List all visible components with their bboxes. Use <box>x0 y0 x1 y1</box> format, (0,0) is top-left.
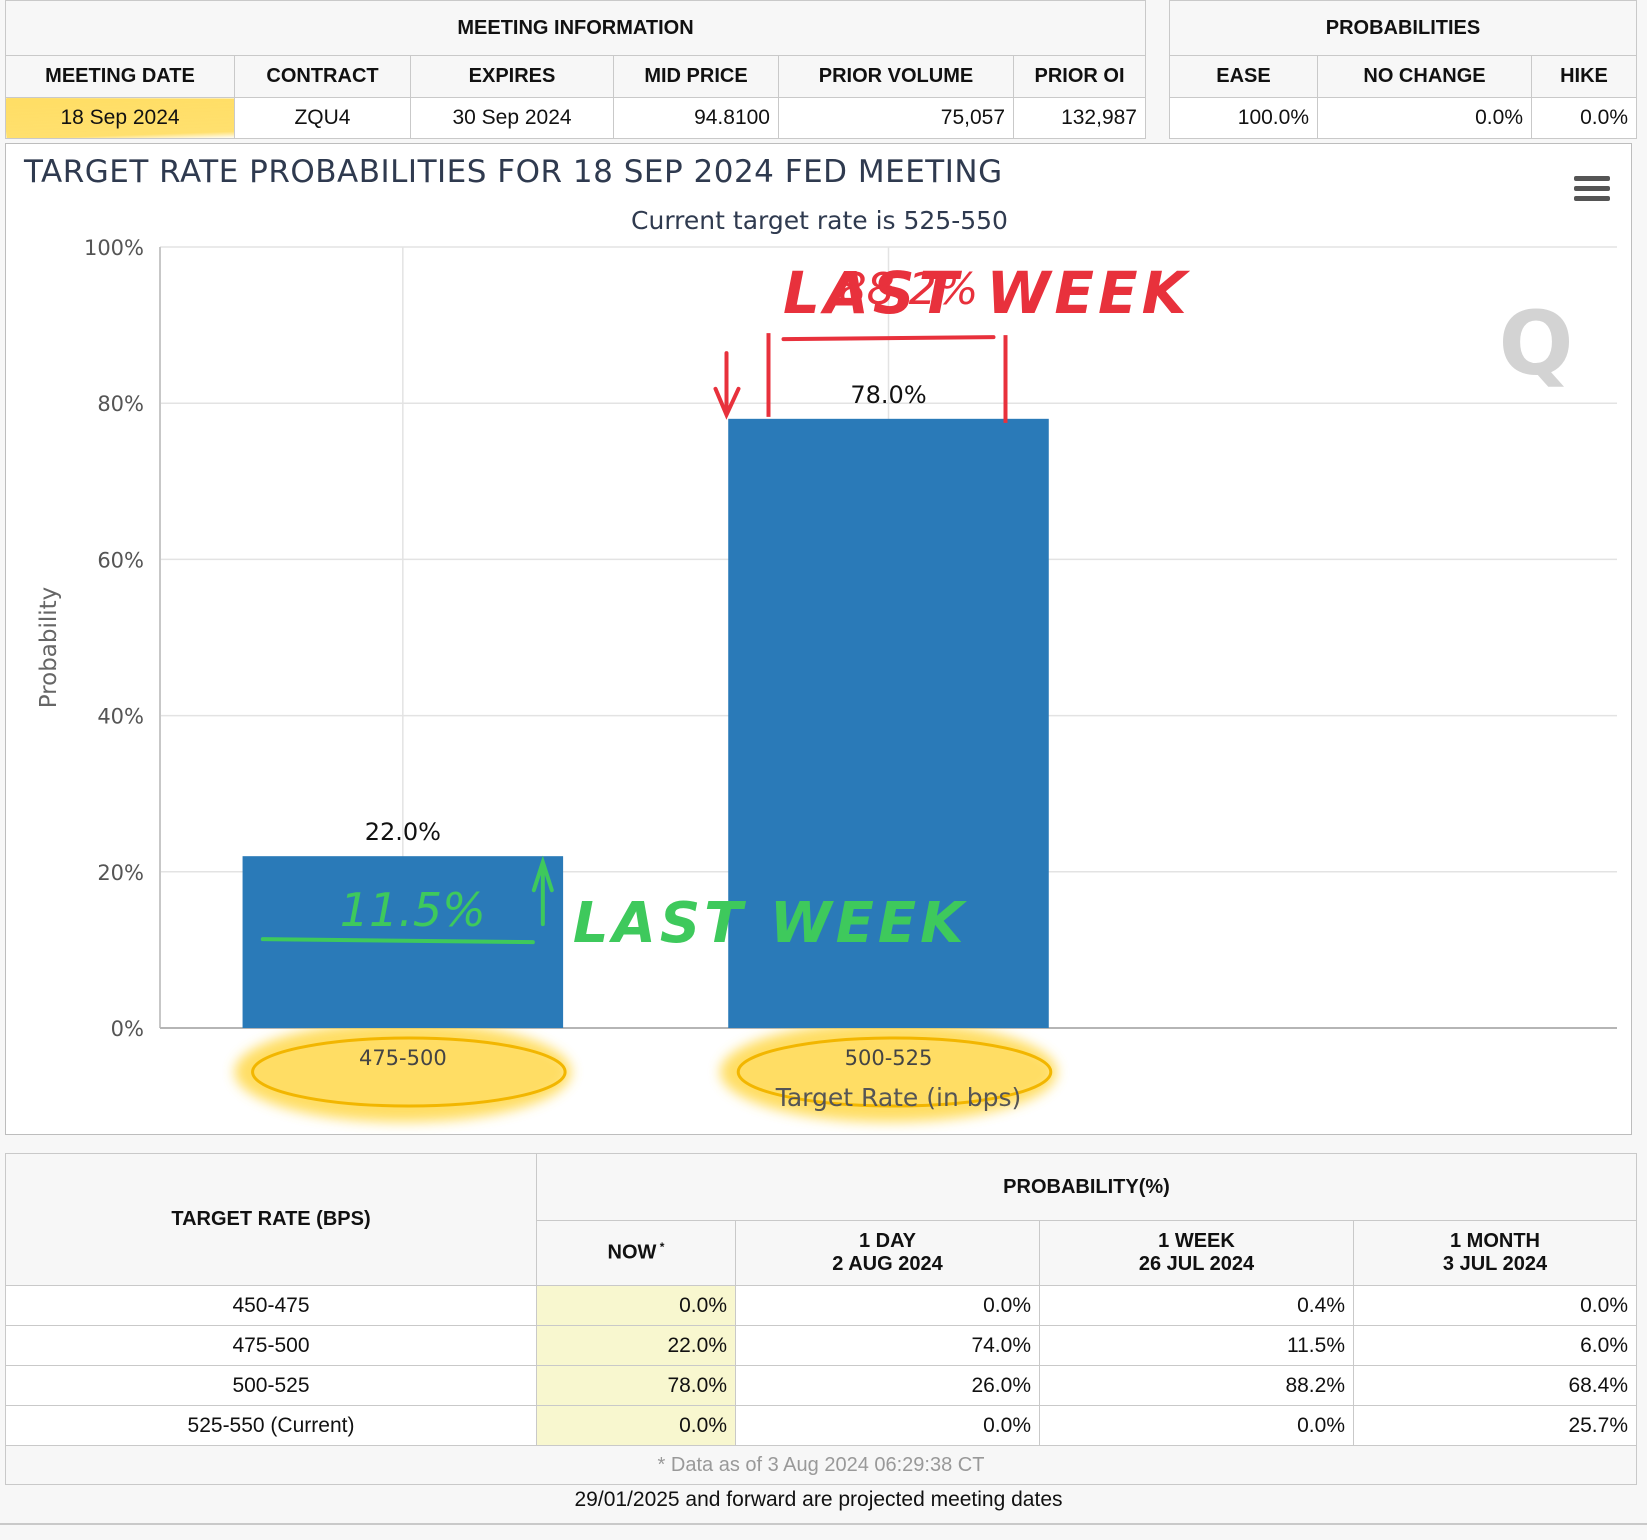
month-cell: 25.7% <box>1353 1405 1637 1446</box>
watermark-logo-icon: Q <box>1499 292 1574 395</box>
rate-cell: 500-525 <box>5 1365 537 1406</box>
header-no-change: NO CHANGE <box>1317 55 1532 98</box>
meeting-information-table: MEETING INFORMATION MEETING DATE CONTRAC… <box>5 0 1146 139</box>
day-cell: 26.0% <box>735 1365 1040 1406</box>
target-rate-table: TARGET RATE (BPS) PROBABILITY(%) NOW * 1… <box>5 1153 1637 1485</box>
red-annotation-value: 88.2% <box>839 264 979 315</box>
y-tick-label: 80% <box>97 392 144 416</box>
y-tick-label: 60% <box>97 548 144 572</box>
green-level-line <box>260 937 535 945</box>
divider <box>0 1523 1647 1525</box>
highlight-mark <box>720 1022 1057 1122</box>
header-now: NOW * <box>536 1220 736 1286</box>
header-contract: CONTRACT <box>234 55 411 98</box>
data-timestamp-footnote: * Data as of 3 Aug 2024 06:29:38 CT <box>5 1445 1637 1485</box>
x-tick-label: 475-500 <box>359 1046 447 1070</box>
red-annotation-label: LAST WEEK <box>783 259 1191 327</box>
chart-subtitle: Current target rate is 525-550 <box>631 206 1008 235</box>
prior-oi-value: 132,987 <box>1013 97 1146 139</box>
header-1-month: 1 MONTH 3 JUL 2024 <box>1353 1220 1637 1286</box>
month-cell: 0.0% <box>1353 1285 1637 1326</box>
week-cell: 0.4% <box>1039 1285 1354 1326</box>
now-cell: 78.0% <box>536 1365 736 1406</box>
y-tick-label: 100% <box>84 236 144 260</box>
x-axis-title: Target Rate (in bps) <box>775 1083 1022 1112</box>
day-cell: 0.0% <box>735 1405 1040 1446</box>
y-tick-label: 0% <box>111 1017 144 1041</box>
hamburger-menu-icon[interactable] <box>1574 176 1610 206</box>
meeting-information-header: MEETING INFORMATION <box>5 0 1146 56</box>
table-row: 525-550 (Current) 0.0% 0.0% 0.0% 25.7% <box>5 1405 1637 1446</box>
chart-title: TARGET RATE PROBABILITIES FOR 18 SEP 202… <box>24 154 1003 190</box>
y-tick-label: 40% <box>97 705 144 729</box>
bar-500-525 <box>728 418 1049 1028</box>
red-level-line <box>781 335 996 342</box>
mid-price-value: 94.8100 <box>613 97 779 139</box>
projected-dates-note: 29/01/2025 and forward are projected mee… <box>574 1488 1063 1511</box>
week-cell: 88.2% <box>1039 1365 1354 1406</box>
data-label: 78.0% <box>850 381 926 409</box>
probabilities-table: PROBABILITIES EASE NO CHANGE HIKE 100.0%… <box>1169 0 1637 139</box>
header-1-week: 1 WEEK 26 JUL 2024 <box>1039 1220 1354 1286</box>
header-target-rate: TARGET RATE (BPS) <box>5 1153 537 1286</box>
green-up-arrow-icon <box>531 855 554 927</box>
circle-mark <box>736 1036 1053 1108</box>
week-cell: 0.0% <box>1039 1405 1354 1446</box>
week-cell: 11.5% <box>1039 1325 1354 1366</box>
green-annotation-label: LAST WEEK <box>573 891 968 956</box>
now-cell: 22.0% <box>536 1325 736 1366</box>
rate-cell: 475-500 <box>5 1325 537 1366</box>
header-prior-oi: PRIOR OI <box>1013 55 1146 98</box>
day-cell: 74.0% <box>735 1325 1040 1366</box>
month-cell: 68.4% <box>1353 1365 1637 1406</box>
rate-cell: 450-475 <box>5 1285 537 1326</box>
chart-panel: 0% 20% 40% 60% 80% 100% 22.0% 475-500 78.0% 500-5… <box>5 143 1632 1135</box>
contract-value: ZQU4 <box>234 97 411 139</box>
day-cell: 0.0% <box>735 1285 1040 1326</box>
prior-volume-value: 75,057 <box>778 97 1014 139</box>
now-cell: 0.0% <box>536 1285 736 1326</box>
table-row: 500-525 78.0% 26.0% 88.2% 68.4% <box>5 1365 1637 1406</box>
header-prior-volume: PRIOR VOLUME <box>778 55 1014 98</box>
hike-value: 0.0% <box>1531 97 1637 139</box>
header-hike: HIKE <box>1531 55 1637 98</box>
green-annotation-value: 11.5% <box>340 883 486 937</box>
header-expires: EXPIRES <box>410 55 614 98</box>
header-1-day: 1 DAY 2 AUG 2024 <box>735 1220 1040 1286</box>
probabilities-header: PROBABILITIES <box>1169 0 1637 56</box>
rate-cell: 525-550 (Current) <box>5 1405 537 1446</box>
ease-value: 100.0% <box>1169 97 1318 139</box>
header-ease: EASE <box>1169 55 1318 98</box>
no-change-value: 0.0% <box>1317 97 1532 139</box>
header-mid-price: MID PRICE <box>613 55 779 98</box>
highlight-mark <box>234 1022 572 1122</box>
y-tick-label: 20% <box>97 861 144 885</box>
now-cell: 0.0% <box>536 1405 736 1446</box>
y-axis-title: Probability <box>36 587 62 709</box>
x-tick-label: 500-525 <box>845 1046 933 1070</box>
meeting-date-value[interactable]: 18 Sep 2024 <box>5 97 235 139</box>
expires-value: 30 Sep 2024 <box>410 97 614 139</box>
circle-mark <box>251 1036 567 1108</box>
header-probability: PROBABILITY(%) <box>536 1153 1637 1221</box>
month-cell: 6.0% <box>1353 1325 1637 1366</box>
red-down-arrow-icon <box>713 351 741 420</box>
data-label: 22.0% <box>365 818 441 846</box>
probability-bar-chart: 0% 20% 40% 60% 80% 100% 22.0% 475-500 78.0% 500-5… <box>36 236 1617 1122</box>
table-row: 450-475 0.0% 0.0% 0.4% 0.0% <box>5 1285 1637 1326</box>
header-meeting-date: MEETING DATE <box>5 55 235 98</box>
table-row: 475-500 22.0% 74.0% 11.5% 6.0% <box>5 1325 1637 1366</box>
